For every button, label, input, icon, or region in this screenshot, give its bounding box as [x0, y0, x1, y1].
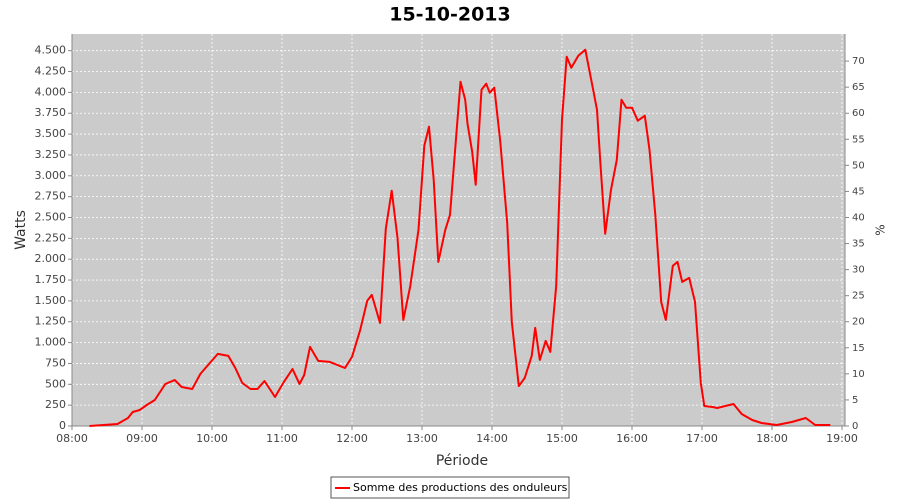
- y-axis-label: Watts: [13, 210, 29, 250]
- x-axis-label: Période: [436, 453, 488, 469]
- y2-tick-label: 55: [852, 134, 865, 145]
- y2-tick-label: 60: [852, 108, 865, 119]
- x-tick-label: 11:00: [266, 432, 298, 445]
- y2-tick-label: 0: [852, 421, 858, 432]
- x-tick-label: 13:00: [406, 432, 438, 445]
- y2-tick-label: 40: [852, 212, 865, 223]
- x-tick-label: 09:00: [126, 432, 158, 445]
- y2-tick-label: 70: [852, 56, 865, 67]
- y-tick-label: 2.000: [35, 252, 67, 265]
- y2-tick-label: 35: [852, 239, 865, 250]
- x-tick-label: 16:00: [616, 432, 648, 445]
- y-tick-label: 750: [45, 356, 66, 369]
- x-tick-label: 08:00: [56, 432, 88, 445]
- y-tick-label: 500: [45, 377, 66, 390]
- y-tick-label: 1.750: [35, 273, 67, 286]
- y2-tick-label: 20: [852, 317, 865, 328]
- x-tick-label: 10:00: [196, 432, 228, 445]
- x-tick-label: 15:00: [546, 432, 578, 445]
- y-tick-label: 1.000: [35, 336, 67, 349]
- y2-tick-label: 15: [852, 343, 865, 354]
- y-tick-label: 2.250: [35, 231, 67, 244]
- plot-area: [72, 34, 845, 426]
- y2-tick-label: 30: [852, 265, 865, 276]
- y-tick-label: 250: [45, 398, 66, 411]
- data-line: [89, 48, 831, 427]
- y-tick-label: 1.250: [35, 315, 67, 328]
- y2-tick-label: 50: [852, 160, 865, 171]
- y-tick-label: 3.000: [35, 169, 67, 182]
- y-tick-label: 3.250: [35, 148, 67, 161]
- y-tick-label: 4.250: [35, 65, 67, 78]
- y-tick-label: 2.500: [35, 210, 67, 223]
- y2-tick-label: 65: [852, 82, 865, 93]
- y2-tick-label: 5: [852, 395, 858, 406]
- x-tick-label: 19:00: [826, 432, 858, 445]
- x-tick-label: 14:00: [476, 432, 508, 445]
- legend-label: Somme des productions des onduleurs: [353, 481, 568, 494]
- y-tick-label: 0: [59, 419, 66, 432]
- y2-tick-label: 10: [852, 369, 865, 380]
- legend-box: [330, 476, 570, 499]
- y2-axis-label: %: [874, 224, 888, 235]
- y-tick-label: 4.000: [35, 85, 67, 98]
- y-tick-label: 3.750: [35, 106, 67, 119]
- chart-title: 15-10-2013: [389, 4, 511, 26]
- y-tick-label: 3.500: [35, 127, 67, 140]
- y-tick-label: 1.500: [35, 294, 67, 307]
- y-tick-label: 2.750: [35, 190, 67, 203]
- y2-tick-label: 25: [852, 291, 865, 302]
- y-tick-label: 4.500: [35, 44, 67, 57]
- x-tick-label: 17:00: [686, 432, 718, 445]
- y2-tick-label: 45: [852, 186, 865, 197]
- x-tick-label: 18:00: [756, 432, 788, 445]
- x-tick-label: 12:00: [336, 432, 368, 445]
